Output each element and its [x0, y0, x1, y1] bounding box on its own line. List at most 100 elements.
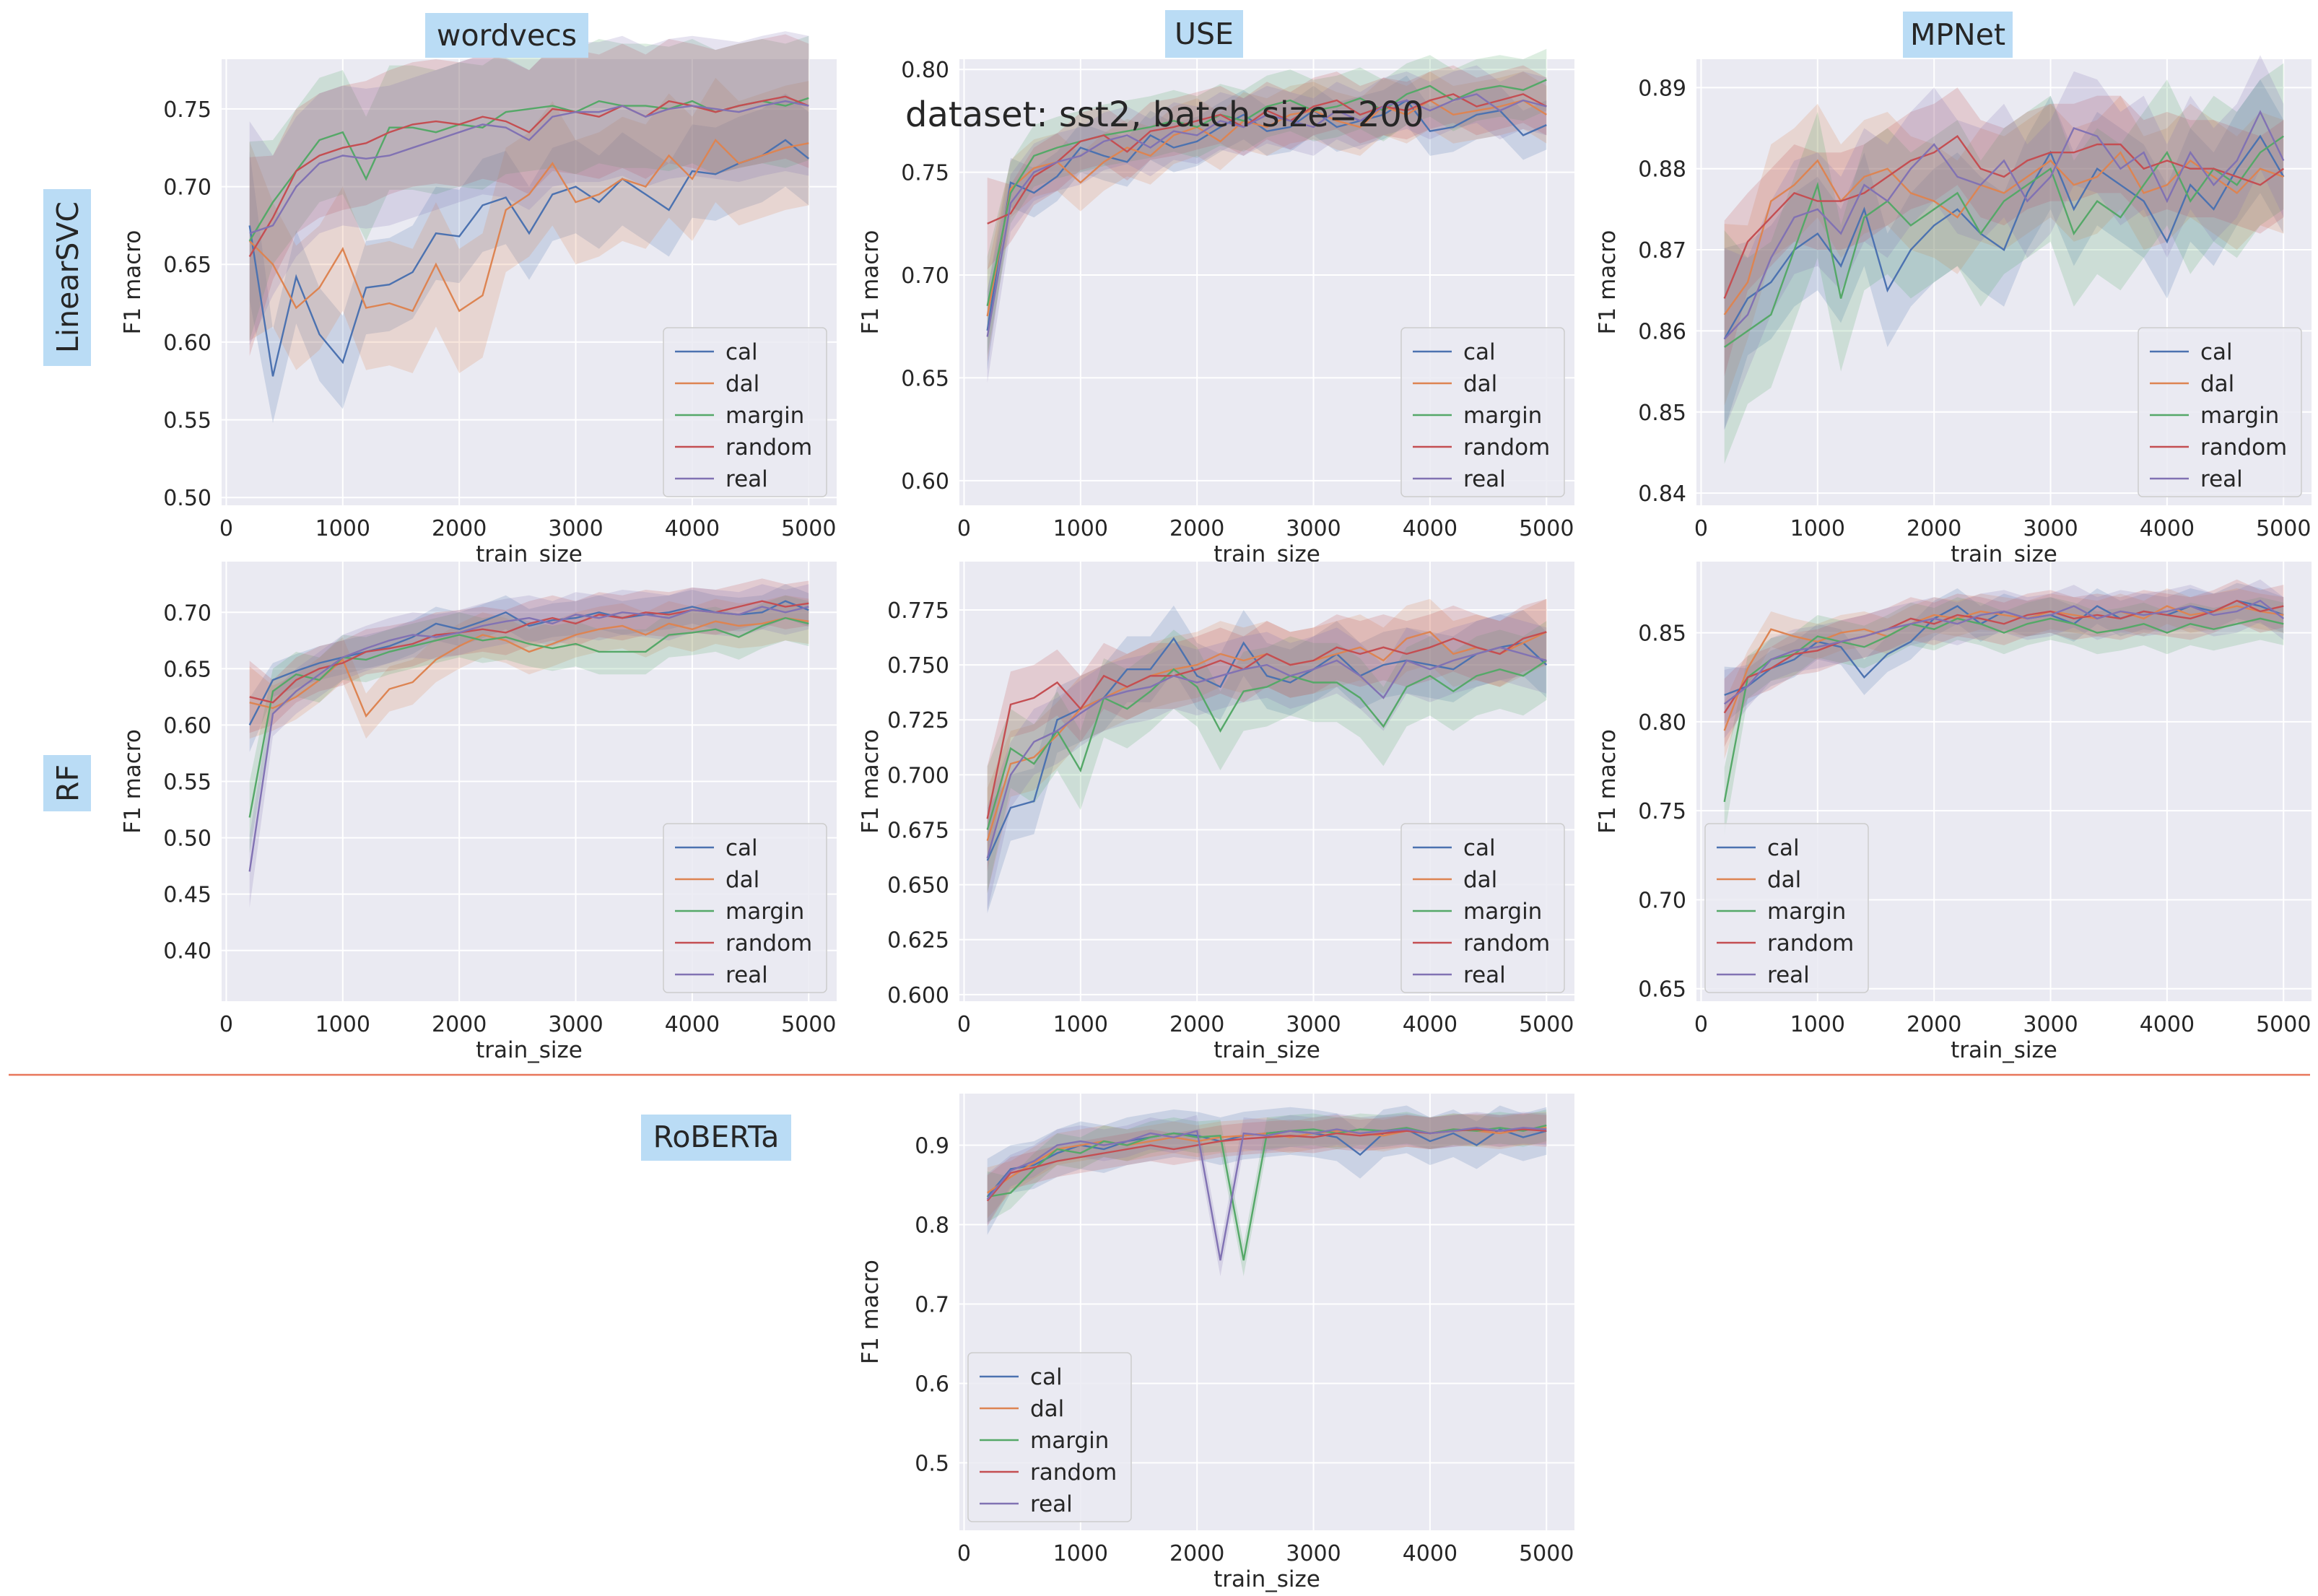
x-tick-label: 5000: [1519, 1012, 1574, 1037]
ci-band-real: [1724, 55, 2284, 430]
legend-label-real: real: [2200, 466, 2243, 492]
legend-label-random: random: [1030, 1460, 1117, 1486]
y-axis-label: F1 macro: [120, 230, 146, 335]
x-tick-label: 0: [1694, 1012, 1708, 1037]
y-axis-label: F1 macro: [858, 729, 884, 834]
legend-label-margin: margin: [2200, 403, 2279, 429]
legend: cal dal margin random real: [663, 327, 827, 497]
roberta-header: RoBERTa: [653, 1120, 780, 1154]
y-tick-label: 0.6: [915, 1372, 949, 1397]
legend: cal dal margin random real: [1704, 823, 1869, 993]
y-tick-label: 0.75: [1638, 799, 1686, 824]
legend-label-real: real: [726, 466, 768, 492]
legend-label-margin: margin: [1463, 403, 1542, 429]
x-tick-label: 3000: [2023, 1012, 2078, 1037]
legend-label-random: random: [1463, 930, 1550, 956]
y-tick-label: 0.80: [901, 58, 949, 83]
legend-label-dal: dal: [1030, 1396, 1064, 1422]
x-tick-label: 3000: [1286, 1541, 1341, 1566]
chart-panel-linearsvc-mpnet: 0 1000 2000 3000 4000 5000 0.84 0.85 0.86 0.87 0.8…: [1595, 55, 2312, 567]
ci-band-margin: [249, 35, 809, 341]
series-line-cal: [1723, 134, 2285, 340]
legend-label-random: random: [1463, 435, 1550, 461]
legend-label-margin: margin: [1030, 1428, 1109, 1454]
y-axis-label: F1 macro: [858, 230, 884, 335]
legend-label-cal: cal: [2200, 339, 2233, 365]
col-header-box-wordvecs: [425, 13, 588, 58]
y-tick-label: 0.7: [915, 1293, 949, 1318]
series-line-real: [1723, 110, 2285, 340]
chart-panel-rf-wordvecs: 0 1000 2000 3000 4000 5000 0.40 0.45 0.50 0.55 0.6…: [120, 562, 837, 1063]
x-tick-label: 4000: [1403, 516, 1458, 541]
legend-label-real: real: [1463, 962, 1506, 988]
x-tick-label: 3000: [2023, 516, 2078, 541]
row-header-box-linearsvc: [43, 189, 91, 366]
series-line-dal: [249, 616, 809, 718]
x-tick-label: 2000: [1907, 516, 1961, 541]
ci-band-dal: [1724, 588, 2284, 759]
x-tick-label: 5000: [781, 516, 836, 541]
x-tick-label: 3000: [1286, 516, 1341, 541]
series-line-dal: [248, 139, 809, 313]
x-tick-label: 3000: [548, 1012, 603, 1037]
x-tick-label: 2000: [1169, 516, 1224, 541]
x-tick-label: 0: [957, 516, 971, 541]
x-axis-label: train_size: [1214, 1037, 1320, 1063]
x-tick-label: 2000: [1169, 1541, 1224, 1566]
legend-label-random: random: [726, 435, 812, 461]
x-tick-label: 1000: [1790, 516, 1845, 541]
legend-label-dal: dal: [1767, 867, 1801, 893]
series-line-random: [248, 95, 809, 258]
series-line-cal: [986, 99, 1547, 331]
legend-label-margin: margin: [726, 899, 804, 925]
y-tick-label: 0.60: [163, 713, 212, 738]
ci-band-dal: [249, 77, 809, 374]
legend-label-real: real: [1030, 1491, 1073, 1517]
legend: cal dal margin random real: [1400, 327, 1565, 497]
x-axis-label: train_size: [1214, 1566, 1320, 1592]
legend-label-dal: dal: [726, 371, 759, 397]
ci-band-cal: [249, 93, 809, 423]
legend-label-margin: margin: [1767, 899, 1846, 925]
ci-band-random: [987, 65, 1547, 270]
x-tick-label: 4000: [665, 1012, 720, 1037]
x-tick-label: 2000: [1907, 1012, 1961, 1037]
legend-label-real: real: [726, 962, 768, 988]
x-tick-label: 1000: [315, 1012, 370, 1037]
legend-box: [663, 823, 827, 993]
legend-label-cal: cal: [1030, 1364, 1063, 1390]
series-line-dal: [1723, 151, 2284, 315]
legend-label-random: random: [2200, 435, 2287, 461]
ci-band-margin: [1724, 597, 2284, 837]
series-line-real: [249, 100, 809, 235]
series-line-real: [986, 1127, 1547, 1261]
x-tick-label: 4000: [1403, 1541, 1458, 1566]
suptitle: dataset: sst2, batch size=200: [905, 95, 1424, 135]
y-tick-label: 0.75: [901, 161, 949, 186]
ci-band-cal: [987, 75, 1547, 370]
x-tick-label: 1000: [1053, 516, 1108, 541]
x-tick-label: 0: [1694, 516, 1708, 541]
ci-band-margin: [987, 48, 1547, 356]
x-tick-label: 2000: [1169, 1012, 1224, 1037]
y-tick-label: 0.80: [1638, 710, 1686, 736]
legend-label-margin: margin: [726, 403, 804, 429]
series-line-margin: [1724, 135, 2284, 348]
x-tick-label: 0: [957, 1541, 971, 1566]
col-header-box-mpnet: [1903, 12, 2013, 58]
y-tick-label: 0.45: [163, 883, 212, 908]
y-tick-label: 0.5: [915, 1452, 949, 1477]
ci-band-dal: [1724, 95, 2284, 406]
y-tick-label: 0.86: [1638, 319, 1686, 344]
series-line-real: [248, 606, 809, 872]
x-tick-label: 2000: [432, 1012, 487, 1037]
series-line-cal: [248, 139, 810, 377]
series-line-margin: [986, 659, 1547, 830]
series-line-margin: [987, 1124, 1547, 1261]
ci-band-margin: [987, 1109, 1547, 1276]
y-tick-label: 0.675: [887, 818, 949, 843]
legend: cal dal margin random real: [2138, 327, 2302, 497]
ci-band-cal: [987, 605, 1547, 914]
legend-label-cal: cal: [726, 339, 758, 365]
series-line-real: [986, 646, 1547, 859]
